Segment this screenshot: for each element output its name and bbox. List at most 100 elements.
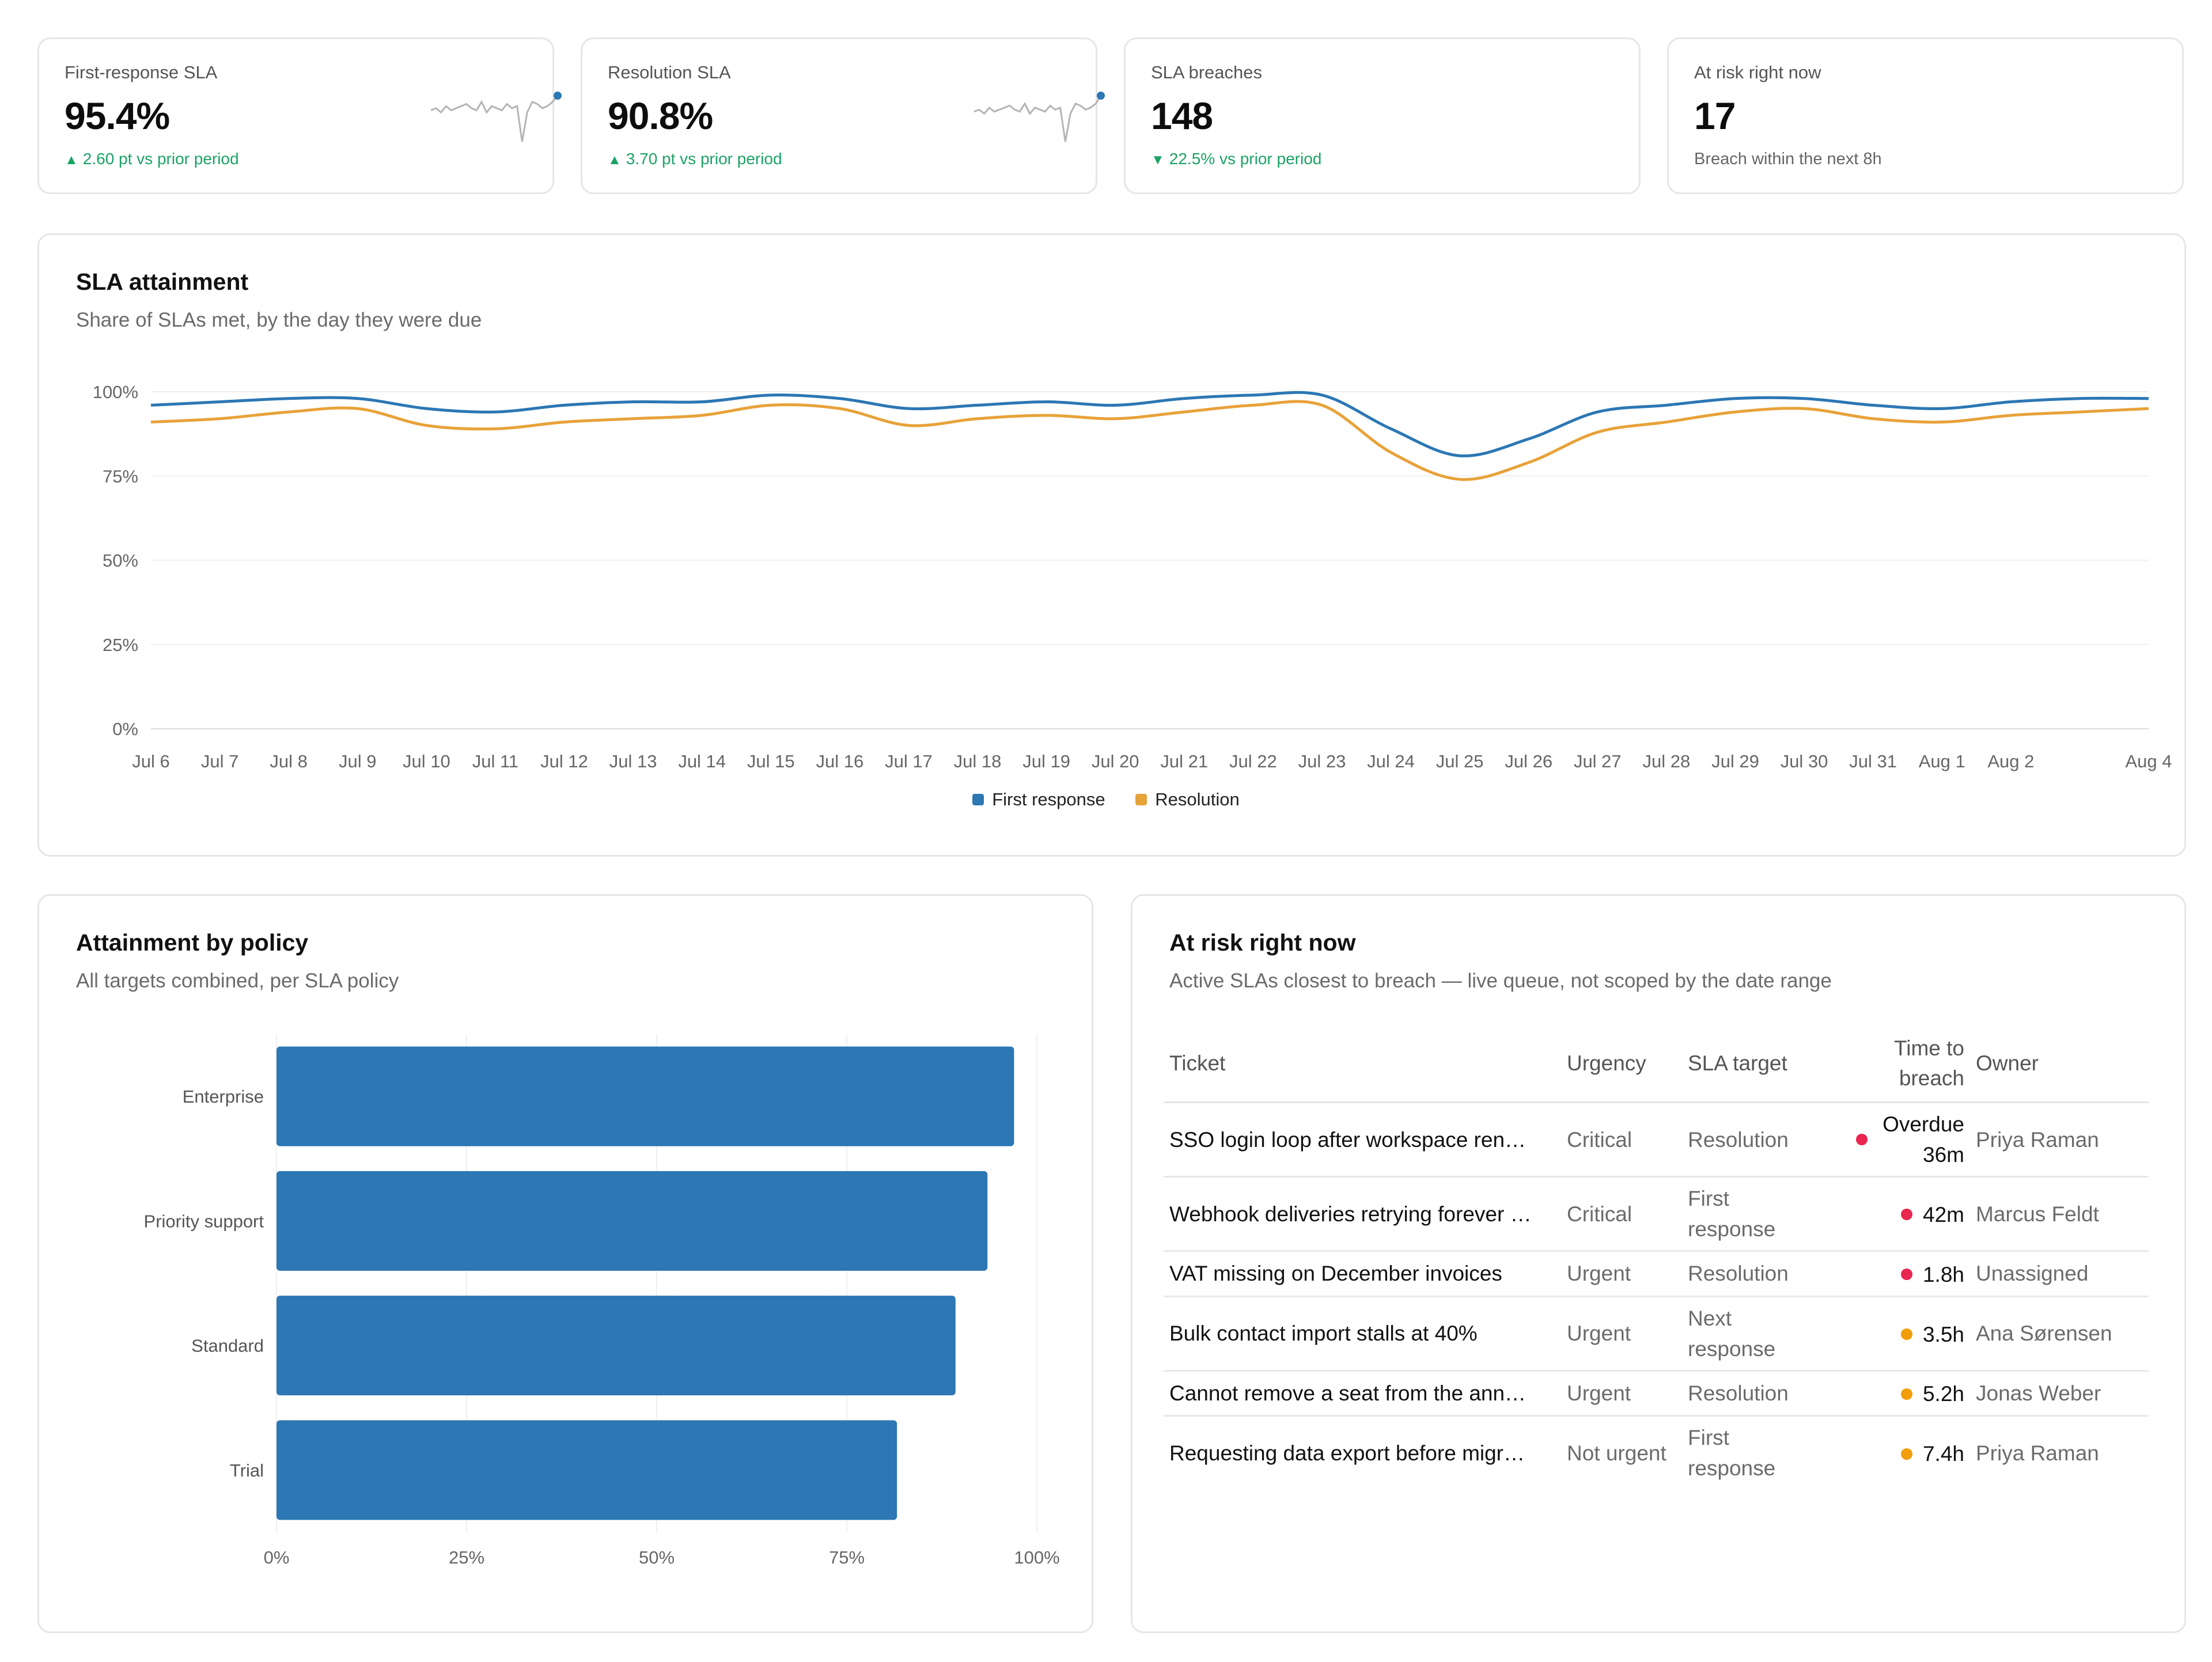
owner-cell[interactable]: Priya Raman [1970,1102,2149,1178]
legend-item-resolution[interactable]: Resolution [1135,789,1240,810]
urgency-cell: Urgent [1561,1371,1682,1417]
column-header-owner[interactable]: Owner [1970,1025,2149,1103]
time-to-breach-cell: 7.4h [1815,1416,1970,1490]
urgency-cell: Urgent [1561,1251,1682,1297]
kpi-value: 95.4% [65,94,170,137]
table-row[interactable]: Webhook deliveries retrying forever … Cri… [1164,1176,2149,1252]
ticket-title[interactable]: Webhook deliveries retrying forever … [1164,1176,1561,1252]
kpi-value: 90.8% [608,94,713,137]
time-to-breach-value: 5.2h [1922,1382,1964,1406]
owner-cell[interactable]: Jonas Weber [1970,1371,2149,1417]
kpi-label: At risk right now [1694,62,1821,82]
panel-title: At risk right now [1169,929,1356,956]
ticket-title[interactable]: Requesting data export before migr… [1169,1441,1525,1465]
ticket-title[interactable]: Cannot remove a seat from the ann… [1164,1371,1561,1417]
urgency-cell: Critical [1561,1176,1682,1252]
triangle-up-icon: ▲ [608,152,622,168]
table-row[interactable]: Cannot remove a seat from the ann… Urgent… [1164,1371,2149,1417]
ticket-title[interactable]: SSO login loop after workspace ren… [1164,1102,1561,1178]
table-row[interactable]: Requesting data export before migr… Not u… [1164,1416,2149,1490]
table-row[interactable]: Bulk contact import stalls at 40% Urgent N… [1164,1296,2149,1372]
kpi-delta-text: 3.70 pt vs prior period [626,150,782,168]
kpi-delta: ▼ 22.5% vs prior period [1151,150,1321,168]
time-to-breach-value: 7.4h [1922,1442,1964,1466]
urgency-cell: Not urgent [1567,1441,1666,1465]
triangle-up-icon: ▲ [65,152,78,168]
kpi-delta: ▲ 3.70 pt vs prior period [608,150,782,168]
time-to-breach-cell: 1.8h [1815,1251,1970,1297]
legend-swatch [1135,794,1147,805]
sla-target-cell: First response [1682,1176,1815,1252]
sla-target-cell: Resolution [1682,1251,1815,1297]
sparkline-endpoint [1097,92,1105,100]
kpi-card-at-risk: At risk right now 17 Breach within the n… [1667,37,2184,194]
warning-status-dot [1900,1328,1912,1341]
panel-title: Attainment by policy [76,929,309,956]
header-line: Time to [1894,1036,1964,1060]
sla-target-cell: First response [1688,1426,1776,1481]
panel-title: SLA attainment [76,268,249,295]
column-header-time-to-breach[interactable]: Time to breach [1815,1025,1970,1103]
owner-cell[interactable]: Marcus Feldt [1970,1176,2149,1252]
kpi-label: Resolution SLA [608,62,731,82]
time-to-breach-cell: 5.2h [1815,1371,1970,1417]
time-to-breach-value: Overdue 36m [1883,1112,1964,1167]
sparkline-path [974,95,1102,142]
table-header-row: Ticket Urgency SLA target Time to breach … [1164,1025,2149,1103]
time-to-breach-cell: 42m [1815,1176,1970,1252]
kpi-subtitle: Breach within the next 8h [1694,150,1882,168]
kpi-delta-text: 2.60 pt vs prior period [82,150,239,168]
time-to-breach-value: 1.8h [1922,1262,1964,1286]
urgency-cell: Critical [1561,1102,1682,1178]
owner-cell[interactable]: Priya Raman [1976,1441,2099,1465]
header-line: breach [1899,1066,1964,1090]
column-header-urgency[interactable]: Urgency [1561,1025,1682,1103]
owner-cell[interactable]: Ana Sørensen [1970,1296,2149,1372]
kpi-label: SLA breaches [1151,62,1263,82]
panel-subtitle: Share of SLAs met, by the day they were … [76,309,482,331]
kpi-label: First-response SLA [65,62,218,82]
warning-status-dot [1900,1388,1912,1400]
at-risk-table: Ticket Urgency SLA target Time to breach … [1164,1025,2149,1489]
time-to-breach-value: 42m [1923,1202,1964,1226]
chart-legend: First response Resolution [0,789,2212,810]
sla-attainment-panel [37,233,2186,857]
kpi-value: 148 [1151,94,1213,137]
time-to-breach-cell: 3.5h [1815,1296,1970,1372]
critical-status-dot [1856,1134,1868,1145]
sparkline [974,92,1105,142]
sparkline-path [430,95,559,142]
sparkline [430,92,562,142]
kpi-card-breaches: SLA breaches 148 ▼ 22.5% vs prior period [1124,37,1641,194]
time-to-breach-value: 3.5h [1922,1322,1964,1346]
kpi-delta: ▲ 2.60 pt vs prior period [65,150,239,168]
table-row[interactable]: SSO login loop after workspace ren… Criti… [1164,1102,2149,1178]
ticket-title[interactable]: Bulk contact import stalls at 40% [1164,1296,1561,1372]
legend-swatch [972,794,984,805]
column-header-ticket[interactable]: Ticket [1164,1025,1561,1103]
column-header-sla-target[interactable]: SLA target [1682,1025,1815,1103]
sla-target-cell: Resolution [1682,1371,1815,1417]
sparkline-endpoint [554,92,562,100]
kpi-card-resolution: Resolution SLA 90.8% ▲ 3.70 pt vs prior p… [581,37,1105,194]
sla-target-cell: Next response [1682,1296,1815,1372]
ticket-title[interactable]: VAT missing on December invoices [1164,1251,1561,1297]
warning-status-dot [1900,1448,1912,1460]
sla-target-cell: Resolution [1682,1102,1815,1178]
kpi-value: 17 [1694,94,1736,137]
attainment-by-policy-panel [37,894,1093,1633]
panel-subtitle: Active SLAs closest to breach — live que… [1169,970,1832,992]
critical-status-dot [1901,1209,1913,1221]
urgency-cell: Urgent [1561,1296,1682,1372]
time-to-breach-cell: Overdue 36m [1815,1102,1970,1178]
critical-status-dot [1900,1269,1912,1281]
kpi-card-first-response: First-response SLA 95.4% ▲ 2.60 pt vs pri… [37,37,562,194]
triangle-down-icon: ▼ [1151,152,1165,168]
owner-cell[interactable]: Unassigned [1970,1251,2149,1297]
legend-item-first-response[interactable]: First response [972,789,1105,810]
kpi-delta-text: 22.5% vs prior period [1169,150,1322,168]
legend-label: First response [992,789,1105,809]
panel-subtitle: All targets combined, per SLA policy [76,970,399,992]
table-row[interactable]: VAT missing on December invoices Urgent Re… [1164,1251,2149,1297]
legend-label: Resolution [1155,789,1240,809]
